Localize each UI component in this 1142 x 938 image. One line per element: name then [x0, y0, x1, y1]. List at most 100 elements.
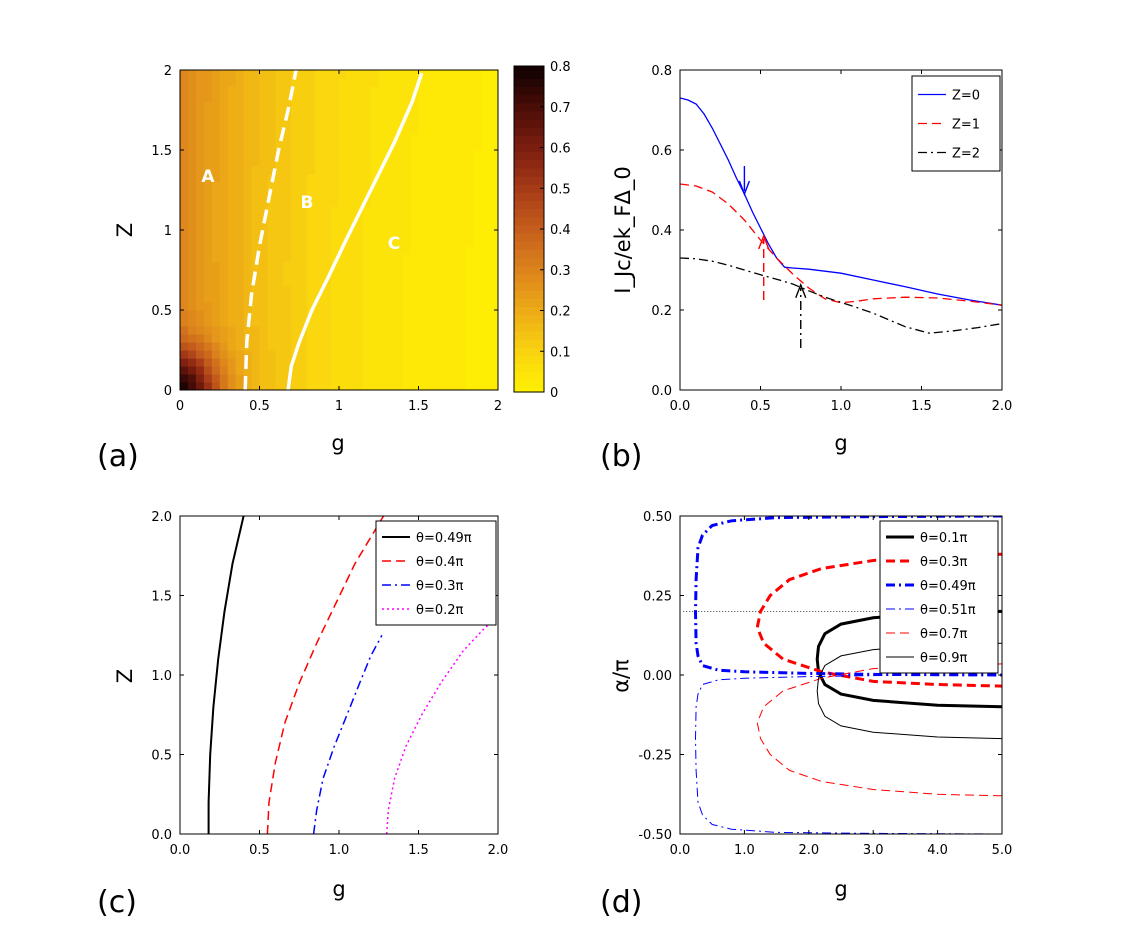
- heatmap-cell: [291, 382, 300, 390]
- heatmap-cell: [386, 246, 396, 255]
- heatmap-cell: [490, 238, 498, 247]
- heatmap-cell: [283, 270, 292, 279]
- heatmap-cell: [490, 254, 498, 263]
- b-ytick-label: 0.8: [651, 64, 672, 79]
- heatmap-cell: [323, 358, 332, 367]
- region-label-a: A: [201, 167, 215, 187]
- heatmap-cell: [291, 190, 300, 199]
- heatmap-cell: [243, 246, 253, 255]
- heatmap-cell: [299, 182, 308, 191]
- heatmap-cell: [402, 198, 412, 207]
- heatmap-cell: [482, 294, 491, 303]
- heatmap-cell: [259, 102, 269, 111]
- heatmap-cell: [339, 254, 348, 263]
- heatmap-cell: [378, 278, 388, 287]
- heatmap-cell: [315, 86, 324, 95]
- heatmap-cell: [180, 126, 189, 135]
- heatmap-cell: [251, 358, 261, 367]
- x-axis-label-d: g: [834, 877, 847, 901]
- heatmap-cell: [346, 310, 356, 319]
- heatmap-cell: [259, 246, 269, 255]
- heatmap-cell: [466, 342, 475, 351]
- heatmap-cell: [418, 278, 428, 287]
- heatmap-cell: [187, 374, 197, 383]
- heatmap-cell: [418, 302, 428, 311]
- heatmap-cell: [339, 142, 348, 151]
- region-boundaries: [243, 70, 424, 390]
- heatmap-cell: [410, 78, 420, 87]
- heatmap-cell: [331, 278, 340, 287]
- heatmap-cell: [195, 118, 205, 127]
- heatmap-cell: [450, 110, 459, 119]
- heatmap-cell: [490, 366, 498, 375]
- heatmap-cell: [434, 166, 443, 175]
- heatmap-cell: [195, 254, 205, 263]
- heatmap-cell: [434, 278, 443, 287]
- heatmap-cell: [283, 262, 292, 271]
- heatmap-cell: [267, 318, 276, 327]
- heatmap-cell: [466, 94, 475, 103]
- colorbar-segment: [514, 151, 544, 157]
- heatmap-cell: [450, 374, 459, 383]
- heatmap-cell: [386, 214, 396, 223]
- heatmap-cell: [219, 342, 229, 351]
- heatmap-cell: [195, 382, 205, 390]
- heatmap-cell: [339, 358, 348, 367]
- heatmap-cell: [490, 374, 498, 383]
- heatmap-cell: [323, 70, 332, 79]
- heatmap-cell: [386, 150, 396, 159]
- heatmap-cell: [346, 254, 356, 263]
- heatmap-cell: [291, 230, 300, 239]
- heatmap-cell: [283, 150, 292, 159]
- heatmap-cell: [299, 358, 308, 367]
- heatmap-cell: [211, 318, 221, 327]
- heatmap-cell: [482, 78, 491, 87]
- heatmap-cell: [211, 382, 221, 390]
- colorbar-segment: [514, 114, 544, 120]
- arrow-head: [738, 180, 751, 196]
- heatmap-cell: [442, 222, 451, 231]
- heatmap-cell: [458, 134, 467, 143]
- colorbar-segment: [514, 375, 544, 381]
- heatmap-cell: [299, 374, 308, 383]
- colorbar-segment: [514, 167, 544, 173]
- heatmap-cell: [410, 230, 420, 239]
- heatmap-cell: [450, 238, 459, 247]
- heatmap-cell: [418, 358, 428, 367]
- heatmap-cell: [346, 158, 356, 167]
- heatmap-cell: [211, 366, 221, 375]
- heatmap-cell: [267, 198, 276, 207]
- heatmap-cell: [458, 342, 467, 351]
- heatmap-cell: [386, 102, 396, 111]
- heatmap-cell: [219, 262, 229, 271]
- heatmap-cell: [219, 158, 229, 167]
- heatmap-cell: [474, 294, 483, 303]
- heatmap-cell: [466, 286, 475, 295]
- heatmap-cell: [299, 166, 308, 175]
- heatmap-cell: [299, 350, 308, 359]
- y-axis-label-d: α/π: [609, 659, 633, 693]
- heatmap-cell: [370, 102, 380, 111]
- colorbar-segment: [514, 367, 544, 373]
- heatmap-cell: [307, 238, 316, 247]
- heatmap-cell: [346, 198, 356, 207]
- heatmap-cell: [434, 102, 443, 111]
- heatmap-cell: [370, 342, 380, 351]
- heatmap-cell: [346, 366, 356, 375]
- colorbar-segment: [514, 343, 544, 348]
- a-ytick-label: 0.5: [151, 304, 172, 319]
- heatmap-cell: [362, 382, 372, 390]
- c-xtick-label: 2.0: [488, 843, 509, 858]
- heatmap-cell: [362, 238, 372, 247]
- d-xtick-label: 0.0: [670, 843, 691, 858]
- heatmap-cell: [315, 270, 324, 279]
- heatmap-cell: [259, 366, 269, 375]
- heatmap-cell: [219, 190, 229, 199]
- heatmap-cell: [362, 294, 372, 303]
- heatmap-cell: [299, 150, 308, 159]
- heatmap-cell: [434, 254, 443, 263]
- heatmap-cell: [203, 70, 213, 79]
- heatmap-cell: [195, 134, 205, 143]
- heatmap-cell: [450, 382, 459, 390]
- heatmap-cell: [474, 278, 483, 287]
